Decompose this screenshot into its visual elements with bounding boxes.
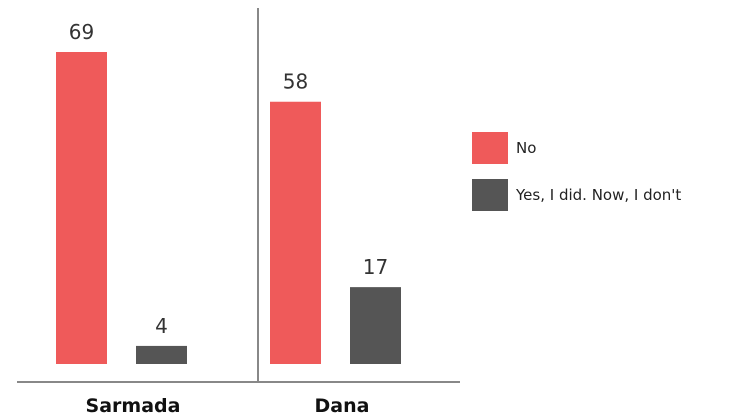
bar-sarmada-yes (136, 345, 187, 364)
category-label-dana: Dana (315, 395, 370, 417)
legend-item-no: No (472, 132, 681, 164)
data-label-sarmada-yes: 4 (155, 314, 168, 338)
legend-label-yes: Yes, I did. Now, I don't (516, 186, 682, 204)
bar-sarmada-no (56, 52, 107, 364)
legend-swatch-no (472, 132, 508, 164)
data-label-sarmada-no: 69 (69, 20, 94, 44)
legend-item-yes: Yes, I did. Now, I don't (472, 179, 681, 211)
category-label-sarmada: Sarmada (86, 395, 181, 417)
bar-dana-no (270, 101, 321, 364)
data-label-dana-no: 58 (283, 70, 308, 94)
legend-swatch-yes (472, 179, 508, 211)
legend: No Yes, I did. Now, I don't (472, 132, 681, 226)
bar-chart: 69 4 Sarmada 58 17 Dana (17, 8, 460, 417)
legend-label-no: No (516, 139, 537, 157)
bar-dana-yes (350, 287, 401, 364)
data-label-dana-yes: 17 (363, 255, 388, 279)
